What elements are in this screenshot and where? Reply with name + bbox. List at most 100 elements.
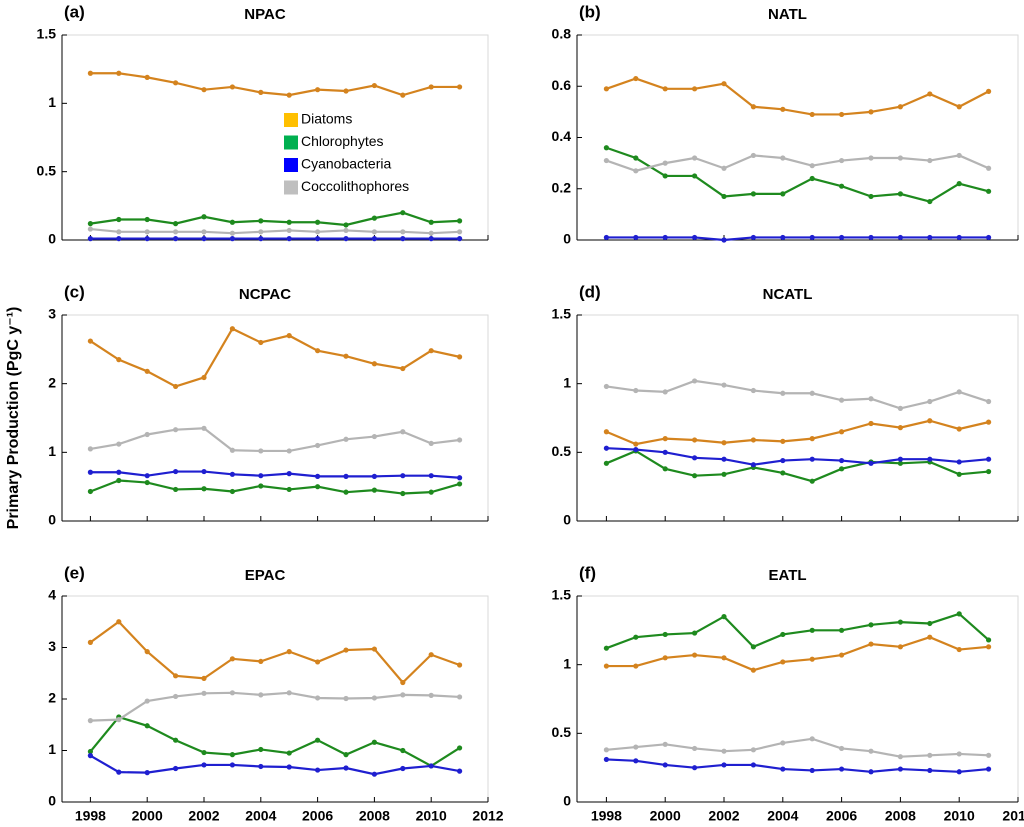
data-point xyxy=(229,230,235,236)
data-point xyxy=(927,198,933,205)
legend-label: Chlorophytes xyxy=(301,133,384,149)
data-point xyxy=(286,649,292,655)
plot-area xyxy=(61,34,489,241)
data-point xyxy=(87,639,93,645)
data-point xyxy=(956,471,962,477)
data-point xyxy=(229,656,235,662)
data-point xyxy=(116,769,122,775)
data-point xyxy=(144,431,150,438)
data-point xyxy=(721,81,727,87)
data-point xyxy=(428,763,434,769)
data-point xyxy=(116,619,122,625)
data-point xyxy=(371,215,377,221)
data-point xyxy=(173,80,179,86)
data-point xyxy=(400,210,406,216)
data-point xyxy=(956,152,962,159)
data-point xyxy=(603,756,610,763)
data-point xyxy=(662,160,668,166)
data-point xyxy=(603,234,610,241)
data-point xyxy=(868,641,874,647)
data-point xyxy=(839,745,845,752)
data-point xyxy=(750,667,757,673)
x-tick-label: 2006 xyxy=(826,808,857,824)
data-point xyxy=(662,631,668,638)
data-point xyxy=(897,460,904,466)
data-point xyxy=(201,749,207,756)
data-point xyxy=(173,765,179,772)
data-point xyxy=(603,445,610,451)
data-point xyxy=(986,456,992,462)
data-point xyxy=(633,663,639,669)
data-point xyxy=(839,766,845,772)
data-point xyxy=(315,229,321,235)
data-point xyxy=(229,471,235,477)
data-point xyxy=(116,70,122,76)
series-line xyxy=(605,419,989,446)
data-point xyxy=(116,441,122,447)
series-line xyxy=(606,737,989,758)
data-point xyxy=(809,390,815,396)
data-point xyxy=(868,460,874,466)
x-tick-label: 2006 xyxy=(302,808,333,824)
data-point xyxy=(87,236,93,242)
data-point xyxy=(229,488,235,495)
data-point xyxy=(692,455,698,461)
data-point xyxy=(428,230,434,236)
panel-label: (d) xyxy=(579,282,601,301)
data-point xyxy=(315,767,321,773)
data-point xyxy=(986,637,992,643)
data-point xyxy=(927,752,933,758)
y-tick-label: 0 xyxy=(563,231,571,247)
data-point xyxy=(721,762,727,768)
panel: (b) NATL 0 0.2 0.4 0.6 0.8 xyxy=(552,2,1019,247)
data-point xyxy=(721,471,727,477)
x-tick-label: 2010 xyxy=(944,808,975,824)
data-point xyxy=(315,87,321,93)
data-point xyxy=(400,473,406,479)
data-point xyxy=(400,692,406,698)
data-point xyxy=(721,748,727,754)
data-point xyxy=(692,234,698,241)
plot-area xyxy=(576,34,1019,241)
data-point xyxy=(868,769,874,775)
panel-label: (b) xyxy=(579,2,601,21)
data-point xyxy=(87,469,93,475)
data-point xyxy=(692,765,698,771)
y-tick-label: 2 xyxy=(48,690,56,706)
data-point xyxy=(662,762,668,768)
data-point xyxy=(400,765,406,772)
data-point xyxy=(371,739,377,745)
data-point xyxy=(173,486,179,493)
y-tick-label: 0.6 xyxy=(552,77,572,93)
panel-title: NCPAC xyxy=(239,286,291,303)
data-point xyxy=(201,87,207,93)
data-point xyxy=(87,748,93,755)
data-point xyxy=(809,436,815,442)
data-point xyxy=(371,82,377,89)
y-tick-label: 1.5 xyxy=(552,306,572,322)
data-point xyxy=(173,229,179,235)
data-point xyxy=(809,478,815,484)
data-point xyxy=(721,456,727,462)
data-point xyxy=(897,619,904,625)
data-point xyxy=(144,473,150,479)
y-tick-label: 3 xyxy=(48,638,56,654)
data-point xyxy=(927,157,933,164)
data-point xyxy=(780,766,786,772)
data-point xyxy=(809,111,815,118)
data-point xyxy=(839,457,845,464)
series-line xyxy=(90,227,460,235)
data-point xyxy=(457,694,463,700)
x-tick-label: 2002 xyxy=(188,808,219,824)
y-tick-label: 0.8 xyxy=(552,26,572,42)
data-point xyxy=(258,483,264,489)
data-point xyxy=(603,429,610,435)
data-point xyxy=(868,193,874,200)
x-tick-label: 2000 xyxy=(132,808,163,824)
data-point xyxy=(633,758,639,764)
data-point xyxy=(986,644,992,650)
data-point xyxy=(692,437,698,443)
data-point xyxy=(201,236,207,242)
data-point xyxy=(897,405,904,411)
data-point xyxy=(343,765,349,771)
